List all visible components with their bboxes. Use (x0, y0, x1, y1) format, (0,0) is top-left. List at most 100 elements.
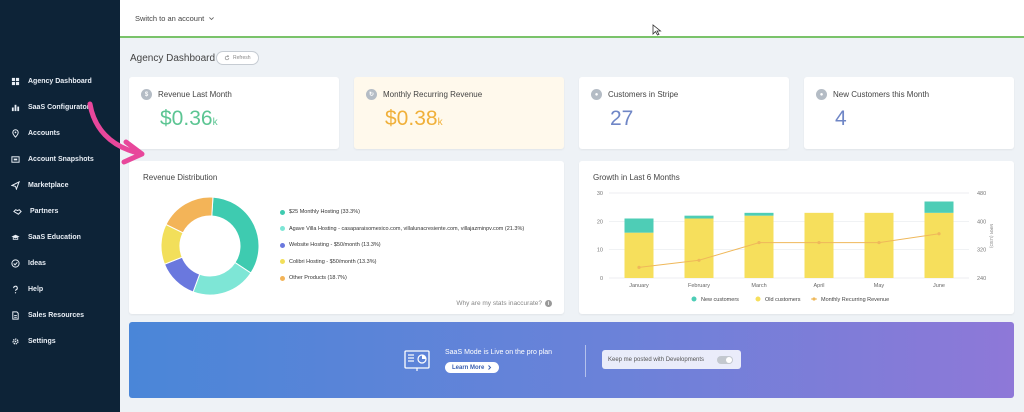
y-tick-label: 30 (597, 191, 603, 197)
growth-bar-chart: 0 10 20 30 240 320 400 480 MRR (USD) January Febru… (597, 191, 994, 303)
sidebar-item-accounts[interactable]: Accounts (0, 120, 120, 146)
sidebar-item-help[interactable]: Help (0, 276, 120, 302)
avatar[interactable]: NR (988, 8, 1009, 29)
y2-tick-label: 240 (977, 276, 986, 282)
legend-swatch (280, 259, 285, 264)
sidebar-item-agency-dashboard[interactable]: Agency Dashboard (0, 68, 120, 94)
x-tick-label: May (874, 283, 885, 289)
help-button-label: ? (970, 14, 975, 23)
handshake-icon (12, 206, 22, 216)
sidebar-item-settings[interactable]: Settings (0, 328, 120, 354)
refresh-label: Refresh (233, 55, 251, 61)
refresh-icon: ↻ (366, 89, 377, 100)
stat-value: 4 (835, 107, 847, 131)
legend-label: Colibri Hosting - $50/month (13.3%) (289, 258, 377, 265)
dollar-icon: $ (141, 89, 152, 100)
stat-title: ↻ Monthly Recurring Revenue (366, 89, 482, 100)
legend-label: $25 Monthly Hosting (33.3%) (289, 209, 360, 215)
graduation-cap-icon (10, 232, 20, 242)
legend-label: Monthly Recurring Revenue (821, 297, 889, 303)
x-tick-label: April (813, 283, 824, 289)
stat-card-revenue-last-month: $ Revenue Last Month $0.36k (129, 77, 339, 149)
bar-old-customers (684, 218, 714, 278)
legend-label: New customers (701, 297, 739, 303)
pie-legend-item: Website Hosting - $50/month (13.3%) (280, 242, 381, 248)
x-tick-label: January (629, 283, 649, 289)
snapshot-icon (10, 154, 20, 164)
developments-subscribe-box: Keep me posted with Developments (602, 350, 741, 369)
sidebar-item-label: Marketplace (28, 181, 69, 189)
presentation-icon (404, 350, 430, 371)
growth-panel: Growth in Last 6 Months 0 10 20 30 240 320 400… (579, 161, 1014, 314)
stat-title-text: Revenue Last Month (158, 90, 232, 99)
bar-new-customers (744, 212, 774, 216)
stat-title: ● Customers in Stripe (591, 89, 678, 100)
send-icon (10, 180, 20, 190)
revenue-distribution-panel: Revenue Distribution $25 Monthly Hosting… (129, 161, 564, 314)
pie-slice[interactable] (211, 196, 260, 274)
sidebar-item-label: Agency Dashboard (28, 77, 92, 85)
y-tick-label: 0 (600, 276, 603, 282)
sidebar-item-partners[interactable]: Partners (0, 198, 120, 224)
pie-legend-item: $25 Monthly Hosting (33.3%) (280, 209, 360, 215)
bar-new-customers (684, 215, 714, 219)
stats-inaccurate-text: Why are my stats inaccurate? (456, 300, 542, 307)
check-circle-icon (10, 258, 20, 268)
user-icon: ● (591, 89, 602, 100)
mrr-point (637, 265, 641, 269)
sidebar-item-marketplace[interactable]: Marketplace (0, 172, 120, 198)
legend-label: Agave Villa Hosting - casaparaisomexico.… (289, 225, 525, 232)
sidebar-item-saas-configurator[interactable]: SaaS Configurator (0, 94, 120, 120)
legend-label: Other Products (18.7%) (289, 275, 347, 281)
banner-divider (585, 345, 586, 377)
x-tick-label: March (751, 283, 766, 289)
y2-tick-label: 320 (977, 248, 986, 254)
bar-chart-icon (10, 102, 20, 112)
stat-value-suffix: k (212, 117, 218, 128)
x-tick-label: June (933, 283, 945, 289)
sidebar-item-label: Accounts (28, 129, 60, 137)
pie-slice[interactable] (165, 196, 214, 234)
mouse-cursor-icon (652, 24, 662, 36)
pie-legend-item: Agave Villa Hosting - casaparaisomexico.… (280, 226, 524, 232)
mrr-point (697, 258, 701, 262)
legend-swatch (691, 296, 697, 302)
developments-toggle[interactable] (717, 356, 733, 364)
sidebar: Agency Dashboard SaaS Configurator Account… (0, 0, 120, 412)
sidebar-item-ideas[interactable]: Ideas (0, 250, 120, 276)
sidebar-item-account-snapshots[interactable]: Account Snapshots (0, 146, 120, 172)
sidebar-item-label: Account Snapshots (28, 155, 94, 163)
sidebar-item-sales-resources[interactable]: Sales Resources (0, 302, 120, 328)
refresh-icon (224, 55, 230, 61)
help-button[interactable]: ? (962, 8, 983, 29)
learn-more-button[interactable]: Learn More (445, 362, 500, 373)
stat-value-number: $0.36 (160, 107, 213, 130)
question-icon (10, 284, 20, 294)
chevron-down-icon (209, 17, 215, 21)
refresh-button[interactable]: Refresh (216, 51, 259, 65)
y2-tick-label: 400 (977, 219, 986, 225)
subscribe-label: Keep me posted with Developments (608, 356, 705, 363)
menu-list-button[interactable] (936, 8, 957, 29)
revenue-distribution-title: Revenue Distribution (143, 173, 218, 182)
stats-inaccurate-link[interactable]: Why are my stats inaccurate? i (456, 300, 552, 307)
stat-value-number: $0.38 (385, 107, 438, 130)
y2-tick-label: 480 (977, 191, 986, 197)
stat-title: $ Revenue Last Month (141, 89, 232, 100)
account-switcher-label: Switch to an account (135, 14, 205, 23)
document-icon (10, 310, 20, 320)
stat-value-number: 4 (835, 107, 847, 130)
pie-slice[interactable] (192, 261, 252, 296)
stat-value: $0.38k (385, 107, 443, 131)
bar-new-customers (624, 218, 654, 233)
stat-title-text: Monthly Recurring Revenue (383, 90, 483, 99)
stat-card-new-customers-this-month: ● New Customers this Month 4 (804, 77, 1014, 149)
sidebar-item-saas-education[interactable]: SaaS Education (0, 224, 120, 250)
legend-swatch (280, 209, 285, 215)
sidebar-item-label: Settings (28, 337, 56, 345)
bar-old-customers (744, 215, 774, 278)
account-switcher[interactable]: Switch to an account (135, 14, 215, 23)
chevron-right-icon (488, 365, 492, 370)
bar-old-customers (924, 212, 954, 278)
avatar-initials: NR (992, 14, 1005, 23)
